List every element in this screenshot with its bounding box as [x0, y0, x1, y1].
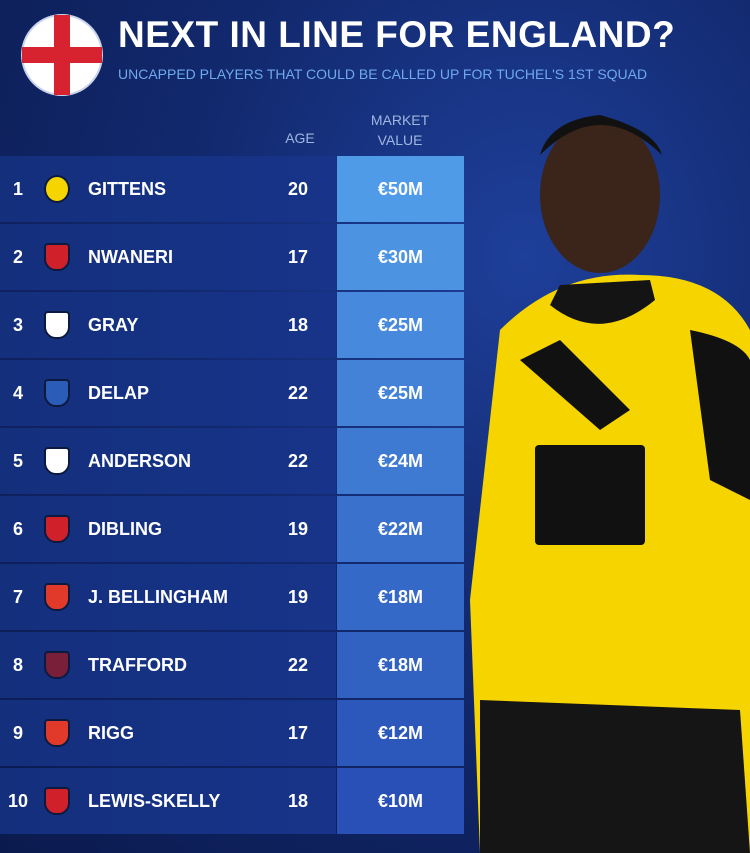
player-name: LEWIS-SKELLY — [88, 791, 221, 811]
market-value: €12M — [337, 700, 464, 766]
column-header: AGE — [285, 130, 315, 146]
age: 18 — [287, 791, 309, 811]
rank: 2 — [12, 247, 23, 267]
age: 19 — [287, 587, 309, 607]
age: 20 — [287, 179, 309, 199]
player-name: ANDERSON — [88, 451, 192, 471]
player-name: GRAY — [88, 315, 139, 335]
market-value: €24M — [337, 428, 464, 494]
rank: 10 — [8, 791, 29, 811]
player-photo — [470, 115, 750, 853]
column-header: MARKET VALUE — [370, 112, 430, 148]
club-logo — [44, 447, 70, 475]
rank: 9 — [12, 723, 23, 743]
market-value: €22M — [337, 496, 464, 562]
club-logo — [44, 651, 70, 679]
player-name: J. BELLINGHAM — [88, 587, 229, 607]
rank: 7 — [12, 587, 23, 607]
player-name: DIBLING — [88, 519, 162, 539]
club-logo — [44, 583, 70, 611]
rank: 4 — [12, 383, 23, 403]
market-value: €30M — [337, 224, 464, 290]
market-value: €50M — [337, 156, 464, 222]
age: 19 — [287, 519, 309, 539]
rank: 3 — [12, 315, 23, 335]
club-logo — [44, 311, 70, 339]
rank: 5 — [12, 451, 23, 471]
england-flag — [21, 14, 103, 96]
age: 22 — [287, 451, 309, 471]
club-logo — [44, 243, 70, 271]
title: NEXT IN LINE FOR ENGLAND? — [118, 14, 676, 55]
market-value: €10M — [337, 768, 464, 834]
rank: 8 — [12, 655, 23, 675]
rank: 1 — [12, 179, 23, 199]
club-logo — [44, 379, 70, 407]
player-name: GITTENS — [88, 179, 167, 199]
subtitle: UNCAPPED PLAYERS THAT COULD BE CALLED UP… — [118, 66, 648, 82]
age: 22 — [287, 655, 309, 675]
club-logo — [44, 719, 70, 747]
club-logo — [44, 175, 70, 203]
club-logo — [44, 787, 70, 815]
age: 17 — [287, 247, 309, 267]
market-value: €25M — [337, 292, 464, 358]
age: 18 — [287, 315, 309, 335]
age: 17 — [287, 723, 309, 743]
age: 22 — [287, 383, 309, 403]
player-name: RIGG — [88, 723, 135, 743]
club-logo — [44, 515, 70, 543]
player-name: DELAP — [88, 383, 150, 403]
player-name: NWANERI — [88, 247, 173, 267]
market-value: €25M — [337, 360, 464, 426]
rank: 6 — [12, 519, 23, 539]
player-name: TRAFFORD — [88, 655, 187, 675]
market-value: €18M — [337, 564, 464, 630]
market-value: €18M — [337, 632, 464, 698]
